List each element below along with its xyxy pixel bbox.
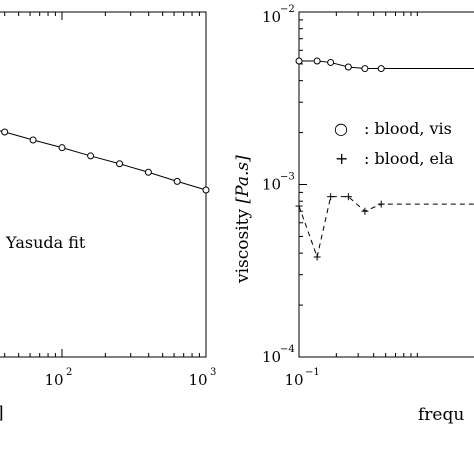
legend-symbol-circle: ○: [334, 119, 348, 138]
left-data-point: [116, 160, 124, 168]
viscous-series-line: [299, 60, 474, 70]
left-x-tick-exponent: 3: [210, 367, 216, 378]
elastic-data-point: [313, 253, 321, 261]
left-x-tick-label: 10: [44, 371, 63, 389]
right-y-tick-label: 10: [262, 8, 281, 26]
elastic-data-point: [295, 202, 303, 210]
viscous-data-point: [344, 63, 352, 71]
elastic-series-markers: [295, 193, 385, 261]
right-y-axis-label: viscosity [Pa.s]: [233, 155, 253, 284]
right-y-tick-label: 10: [262, 176, 281, 194]
left-data-point: [1, 128, 9, 136]
ylabel-prefix: viscosity: [233, 203, 253, 284]
viscous-data-point: [377, 65, 385, 73]
viscous-data-point: [295, 57, 303, 65]
right-panel: 10−210−310−4 10 −1 ○ : blood, vis + : blo…: [233, 4, 474, 425]
elastic-data-point: [361, 207, 369, 215]
left-data-point: [58, 144, 66, 152]
right-y-tick-labels: 10−210−310−4: [262, 4, 295, 366]
legend-label-elastic: : blood, ela: [364, 149, 454, 168]
left-x-axis-label-fragment: ]: [0, 403, 4, 423]
left-series-markers: [1, 128, 210, 194]
left-x-tick-exponent: 2: [66, 367, 72, 378]
left-plot-frame: [0, 11, 207, 358]
elastic-data-point: [327, 193, 335, 201]
left-axis-ticks: [4, 12, 207, 357]
left-series-line: [0, 130, 207, 191]
left-data-point: [144, 168, 152, 176]
left-data-point: [29, 136, 37, 144]
right-y-tick-exponent: −4: [280, 344, 295, 355]
right-y-tick-label: 10: [262, 348, 281, 366]
viscous-series-markers: [295, 57, 385, 73]
right-plot-frame: [298, 11, 474, 358]
right-x-tick-exponent: −1: [305, 367, 320, 378]
elastic-series-line: [298, 196, 474, 259]
elastic-data-point: [344, 193, 352, 201]
viscous-data-point: [327, 58, 335, 66]
yasuda-fit-annotation: Yasuda fit: [5, 233, 86, 252]
right-x-axis-label: frequ: [418, 405, 464, 425]
right-x-tick-labels: 10 −1: [284, 367, 319, 389]
left-x-tick-label: 10: [188, 371, 207, 389]
legend-label-viscous: : blood, vis: [364, 119, 452, 138]
left-x-tick-labels: 10 2 10 3: [44, 367, 216, 389]
left-data-point: [87, 152, 95, 160]
right-y-tick-exponent: −2: [280, 4, 295, 15]
ylabel-unit: [Pa.s]: [233, 155, 253, 204]
viscous-data-point: [313, 57, 321, 65]
right-x-tick-label: 10: [284, 371, 303, 389]
viscous-data-point: [361, 65, 369, 73]
right-y-tick-exponent: −3: [280, 172, 295, 183]
elastic-data-point: [377, 200, 385, 208]
legend-symbol-plus: +: [335, 149, 348, 168]
legend: ○ : blood, vis + : blood, ela: [334, 119, 454, 168]
left-data-point: [202, 186, 210, 194]
left-data-point: [173, 177, 181, 185]
right-axis-ticks: [299, 12, 418, 358]
